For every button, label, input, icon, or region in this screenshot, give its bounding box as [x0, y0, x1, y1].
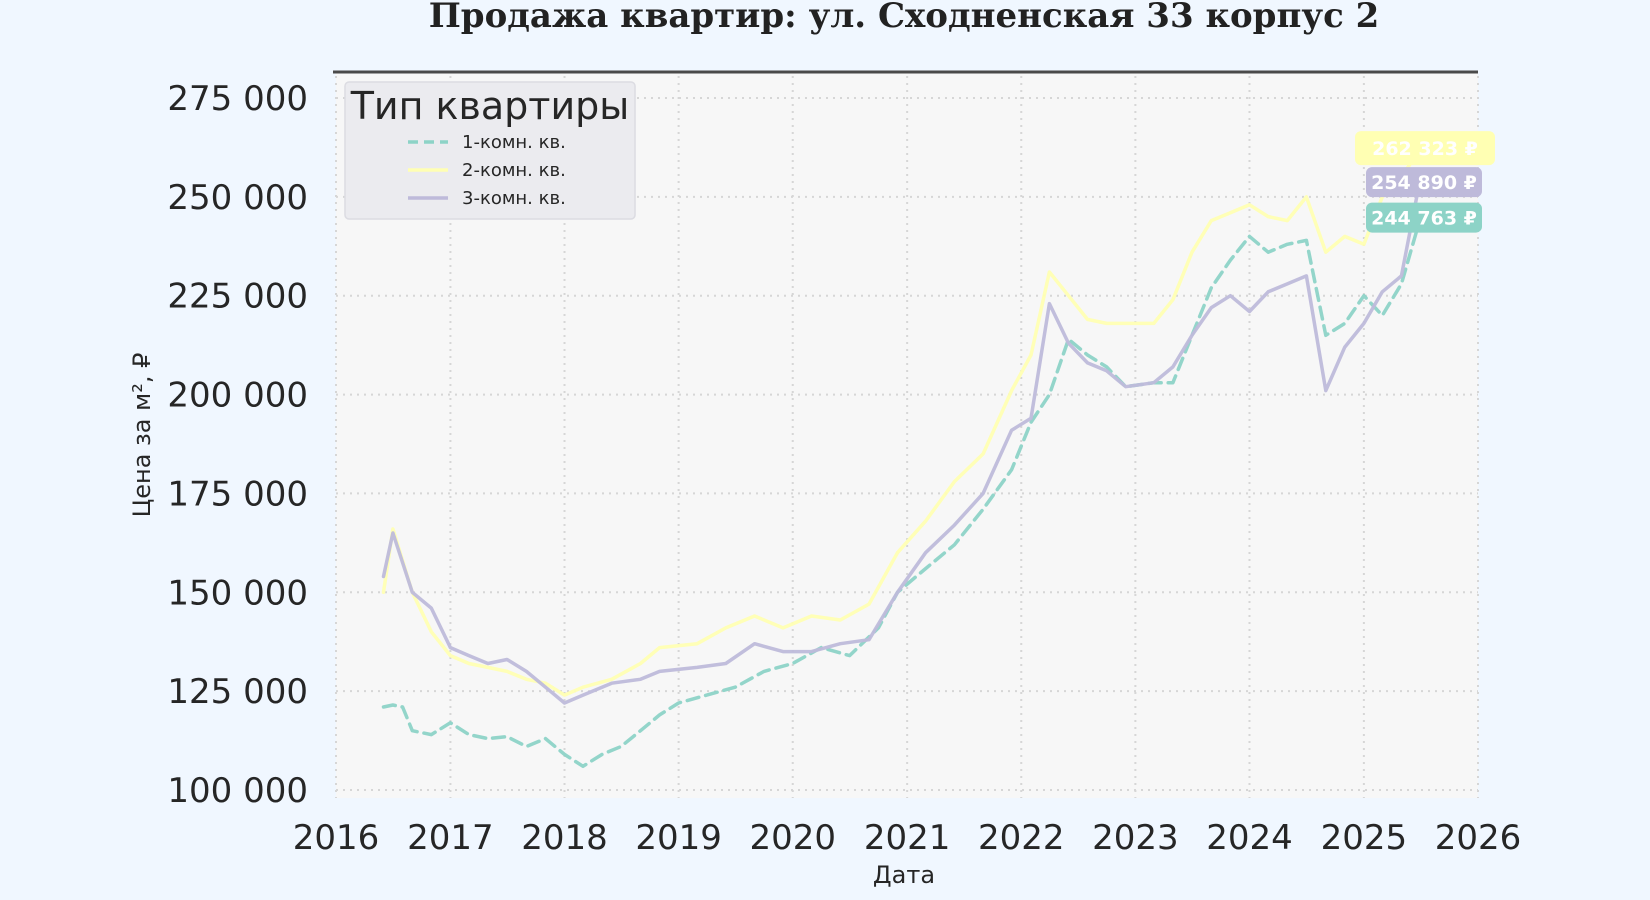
y-tick-label: 175 000 — [167, 474, 308, 514]
last-value-badge — [1366, 167, 1482, 198]
x-tick-label: 2016 — [293, 818, 380, 858]
x-tick-label: 2020 — [749, 818, 836, 858]
x-tick-label: 2017 — [407, 818, 494, 858]
series-layer — [381, 146, 1423, 769]
legend: Тип квартиры 1-комн. кв. 2-комн. кв. 3-ком… — [344, 81, 636, 220]
x-axis-ticks: 2016 2017 2018 2019 2020 2021 2022 2023 2024 2025… — [293, 818, 1522, 858]
y-tick-label: 275 000 — [167, 79, 308, 119]
legend-entry-label: 3-комн. кв. — [462, 188, 566, 209]
last-value-label: 254 890 ₽ — [1371, 172, 1477, 194]
x-axis-label: Дата — [873, 861, 935, 889]
y-tick-label: 125 000 — [167, 672, 308, 712]
x-tick-label: 2019 — [635, 818, 722, 858]
last-value-badges: 262 323 ₽ 254 890 ₽ 244 763 ₽ — [1355, 131, 1495, 233]
y-tick-label: 225 000 — [167, 277, 308, 317]
series-line-2 — [381, 146, 1423, 697]
last-value-badge — [1366, 202, 1482, 233]
y-axis-label: Цена за м², ₽ — [128, 353, 156, 518]
last-value-badge — [1355, 131, 1495, 166]
x-tick-label: 2026 — [1435, 818, 1522, 858]
last-value-label: 244 763 ₽ — [1371, 208, 1477, 230]
legend-entry-label: 1-комн. кв. — [462, 132, 566, 153]
x-tick-label: 2022 — [978, 818, 1065, 858]
y-axis-ticks: 100 000 125 000 150 000 175 000 200 000 225 0… — [167, 79, 308, 811]
y-tick-label: 250 000 — [167, 178, 308, 218]
legend-box — [344, 81, 636, 220]
x-tick-label: 2025 — [1321, 818, 1408, 858]
legend-items: 1-комн. кв. 2-комн. кв. 3-комн. кв. — [408, 132, 566, 209]
last-value-label: 262 323 ₽ — [1372, 138, 1478, 160]
x-tick-label: 2024 — [1206, 818, 1293, 858]
legend-entry-label: 2-комн. кв. — [462, 160, 566, 181]
y-tick-label: 150 000 — [167, 573, 308, 613]
series-line-3 — [381, 175, 1423, 705]
y-tick-label: 100 000 — [167, 771, 308, 811]
y-tick-label: 200 000 — [167, 376, 308, 416]
chart-title: Продажа квартир: ул. Сходненская 33 корп… — [429, 0, 1380, 36]
x-tick-label: 2018 — [521, 818, 608, 858]
legend-title: Тип квартиры — [350, 84, 630, 128]
x-tick-label: 2021 — [864, 818, 951, 858]
x-tick-label: 2023 — [1092, 818, 1179, 858]
